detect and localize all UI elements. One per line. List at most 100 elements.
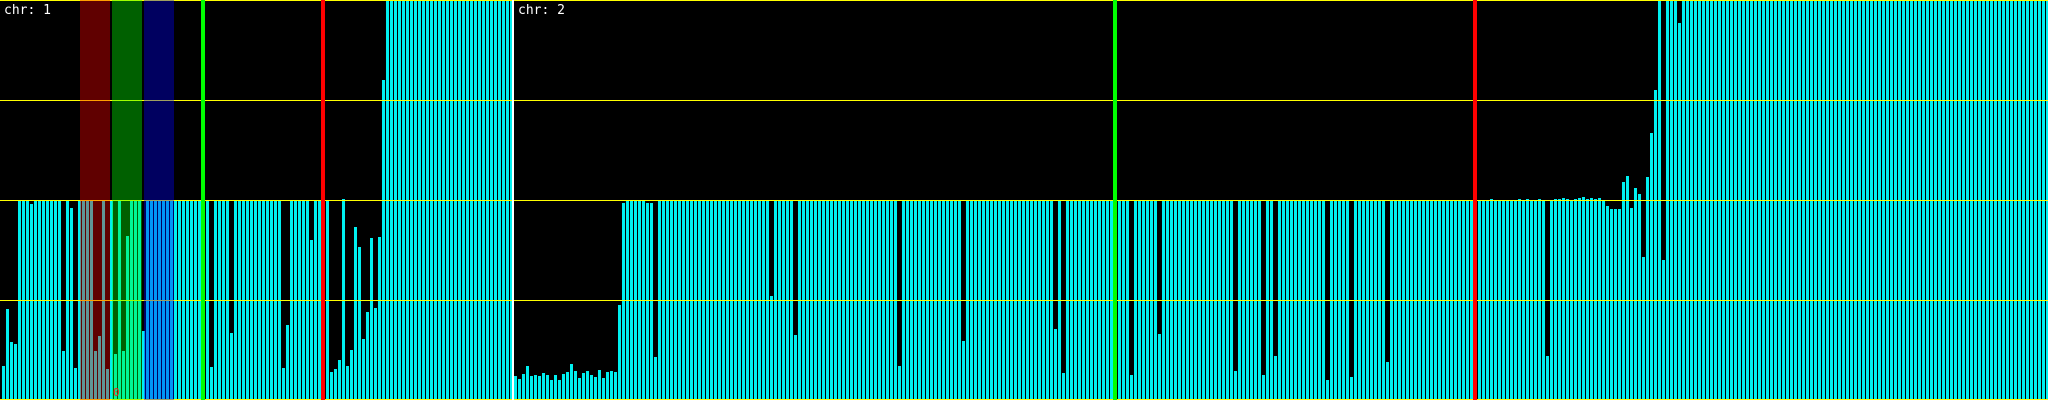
bar <box>350 350 353 400</box>
bar <box>622 203 625 400</box>
bar <box>70 208 73 400</box>
bar <box>526 366 529 400</box>
panel-label-chr2: chr: 2 <box>518 3 565 18</box>
bar <box>310 240 313 400</box>
bar <box>1578 198 1581 400</box>
band-green <box>112 0 142 400</box>
bar <box>370 238 373 400</box>
bar <box>1526 199 1529 400</box>
gridline <box>0 300 2048 301</box>
bar <box>30 204 33 400</box>
bar <box>382 80 385 400</box>
bar <box>1326 380 1329 400</box>
bar <box>1654 90 1657 400</box>
bar <box>62 351 65 400</box>
bands-layer <box>80 0 174 400</box>
bar <box>898 366 901 400</box>
bar <box>542 373 545 400</box>
bar <box>230 333 233 400</box>
bar <box>606 372 609 400</box>
bar <box>614 372 617 400</box>
bar <box>126 236 129 400</box>
bar <box>570 364 573 400</box>
bar <box>1646 177 1649 400</box>
bar <box>106 369 109 400</box>
bar <box>794 335 797 400</box>
bar <box>518 379 521 400</box>
bar <box>1618 209 1621 400</box>
bar <box>330 372 333 400</box>
bar <box>650 203 653 400</box>
bar <box>1638 194 1641 400</box>
bar <box>1274 356 1277 400</box>
bar <box>538 376 541 400</box>
bar <box>550 380 553 400</box>
bar <box>114 354 117 400</box>
bar <box>74 368 77 400</box>
bar <box>210 367 213 400</box>
bar <box>1622 182 1625 400</box>
bar <box>1586 199 1589 400</box>
bar <box>374 308 377 400</box>
bar <box>618 305 621 400</box>
bar <box>1350 377 1353 400</box>
bar <box>354 227 357 400</box>
bar <box>1642 257 1645 400</box>
bar <box>1062 373 1065 400</box>
bar <box>1614 209 1617 400</box>
bar <box>562 374 565 400</box>
bar <box>14 344 17 400</box>
bar <box>1678 23 1681 400</box>
bar <box>1630 208 1633 400</box>
bar <box>1574 199 1577 400</box>
bar <box>1554 199 1557 400</box>
bar <box>770 296 773 400</box>
bar <box>10 342 13 400</box>
bar <box>1650 133 1653 400</box>
panel-label-chr1: chr: 1 <box>4 3 51 18</box>
markers-layer <box>201 0 1477 400</box>
bar <box>582 373 585 400</box>
bar <box>534 375 537 400</box>
bar <box>962 341 965 400</box>
gridline <box>0 200 2048 201</box>
bar <box>334 369 337 400</box>
bar <box>358 247 361 400</box>
gridline <box>0 100 2048 101</box>
bar <box>586 371 589 400</box>
bar <box>590 375 593 400</box>
bar <box>6 309 9 400</box>
bar <box>2 366 5 400</box>
bar <box>1590 198 1593 400</box>
bar <box>602 378 605 400</box>
band-red <box>80 0 110 400</box>
marker-line-red <box>1473 0 1477 400</box>
bar <box>522 374 525 400</box>
bar <box>1582 197 1585 400</box>
annotations-layer: 0 <box>113 386 120 399</box>
bar <box>558 380 561 400</box>
band-blue <box>144 0 174 400</box>
bar <box>594 377 597 400</box>
marker-line-green <box>201 0 205 400</box>
bar <box>1626 176 1629 400</box>
panel-separator <box>512 0 514 400</box>
bar <box>1606 206 1609 400</box>
bar <box>1634 188 1637 400</box>
bar <box>530 376 533 400</box>
bar <box>142 331 145 400</box>
bar <box>1262 375 1265 400</box>
bar <box>1594 199 1597 400</box>
bar <box>1054 329 1057 400</box>
bar <box>574 371 577 400</box>
bar <box>646 203 649 400</box>
bar <box>1558 199 1561 400</box>
bar <box>1562 198 1565 400</box>
bar <box>566 372 569 400</box>
bar <box>610 371 613 400</box>
bar <box>122 351 125 400</box>
bar <box>1610 209 1613 400</box>
bar <box>578 378 581 400</box>
bar <box>1234 371 1237 400</box>
